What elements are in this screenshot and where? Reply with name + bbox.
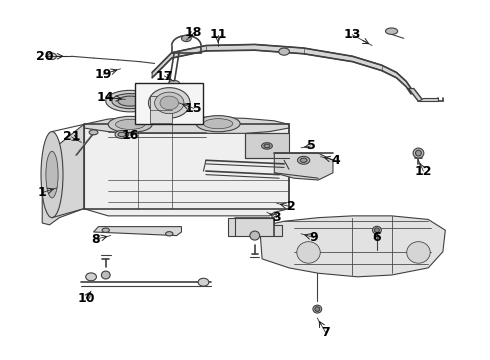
Ellipse shape bbox=[198, 278, 209, 286]
Ellipse shape bbox=[86, 273, 97, 281]
Ellipse shape bbox=[297, 242, 320, 263]
Text: 12: 12 bbox=[415, 165, 432, 177]
Ellipse shape bbox=[313, 305, 322, 313]
Ellipse shape bbox=[160, 96, 178, 110]
Polygon shape bbox=[94, 226, 181, 235]
Ellipse shape bbox=[279, 48, 290, 55]
Ellipse shape bbox=[416, 150, 421, 156]
Polygon shape bbox=[260, 216, 445, 277]
Ellipse shape bbox=[89, 130, 98, 135]
Ellipse shape bbox=[101, 271, 110, 279]
Ellipse shape bbox=[262, 143, 272, 149]
Ellipse shape bbox=[108, 116, 152, 132]
Text: 1: 1 bbox=[38, 186, 47, 199]
Text: 15: 15 bbox=[185, 102, 202, 115]
Polygon shape bbox=[274, 153, 333, 180]
Text: 8: 8 bbox=[92, 233, 100, 246]
Ellipse shape bbox=[155, 92, 184, 114]
Ellipse shape bbox=[374, 228, 379, 233]
Ellipse shape bbox=[250, 231, 260, 240]
Text: 6: 6 bbox=[372, 231, 381, 244]
Ellipse shape bbox=[102, 228, 109, 232]
Polygon shape bbox=[418, 98, 438, 101]
Text: 2: 2 bbox=[287, 201, 296, 213]
Text: 17: 17 bbox=[156, 69, 173, 82]
Ellipse shape bbox=[386, 28, 398, 35]
Ellipse shape bbox=[297, 156, 310, 164]
Polygon shape bbox=[42, 125, 84, 225]
Ellipse shape bbox=[203, 119, 233, 129]
Ellipse shape bbox=[46, 151, 58, 198]
Polygon shape bbox=[409, 89, 423, 101]
Ellipse shape bbox=[407, 242, 430, 263]
Ellipse shape bbox=[181, 35, 191, 41]
Bar bbox=[135, 83, 203, 125]
Ellipse shape bbox=[106, 90, 155, 112]
Ellipse shape bbox=[112, 94, 148, 109]
Ellipse shape bbox=[300, 158, 307, 162]
Ellipse shape bbox=[413, 148, 424, 158]
Bar bbox=[150, 96, 172, 123]
Ellipse shape bbox=[315, 307, 320, 311]
Ellipse shape bbox=[41, 132, 63, 218]
Ellipse shape bbox=[196, 116, 240, 132]
Ellipse shape bbox=[372, 226, 381, 234]
Text: 4: 4 bbox=[331, 154, 340, 167]
Text: 20: 20 bbox=[36, 50, 53, 63]
Text: 11: 11 bbox=[209, 28, 227, 41]
Text: 16: 16 bbox=[122, 129, 139, 142]
Text: 10: 10 bbox=[77, 292, 95, 305]
Polygon shape bbox=[84, 117, 289, 134]
Ellipse shape bbox=[115, 131, 129, 138]
Text: 19: 19 bbox=[95, 68, 112, 81]
Text: 21: 21 bbox=[63, 130, 80, 144]
Ellipse shape bbox=[48, 53, 56, 59]
Polygon shape bbox=[84, 125, 289, 216]
Polygon shape bbox=[245, 134, 289, 158]
Polygon shape bbox=[228, 218, 282, 235]
Ellipse shape bbox=[148, 87, 190, 118]
Ellipse shape bbox=[264, 144, 270, 148]
Ellipse shape bbox=[118, 96, 143, 106]
Polygon shape bbox=[152, 44, 411, 94]
Ellipse shape bbox=[166, 231, 173, 236]
Text: 7: 7 bbox=[321, 326, 330, 339]
Text: 13: 13 bbox=[344, 28, 361, 41]
Text: 3: 3 bbox=[272, 211, 281, 224]
Text: 5: 5 bbox=[307, 139, 316, 152]
Ellipse shape bbox=[116, 120, 145, 130]
Text: 18: 18 bbox=[185, 27, 202, 40]
Ellipse shape bbox=[118, 132, 126, 136]
Text: 9: 9 bbox=[309, 231, 318, 244]
Text: 14: 14 bbox=[97, 91, 115, 104]
Ellipse shape bbox=[169, 81, 179, 86]
